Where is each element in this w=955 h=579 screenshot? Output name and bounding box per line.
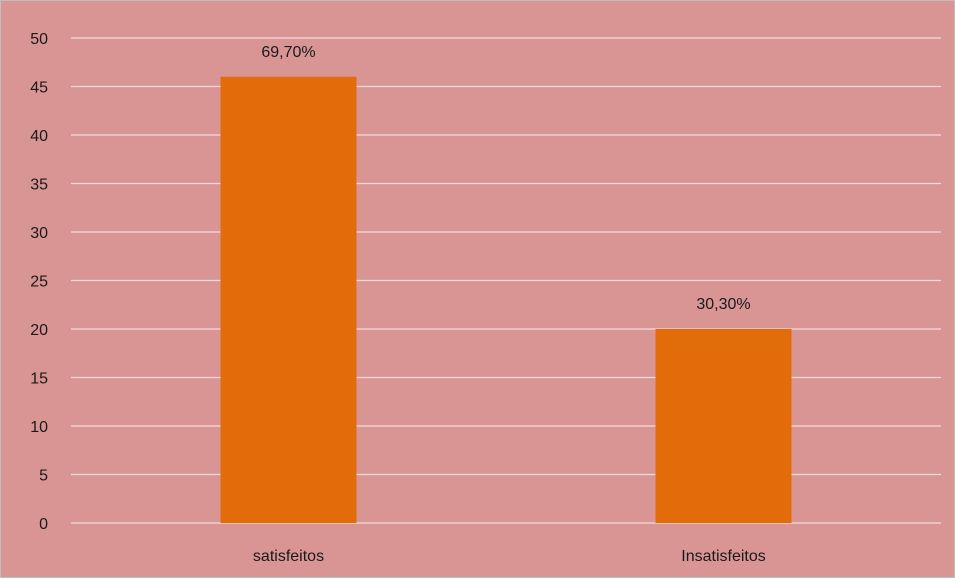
y-tick-label: 30	[30, 225, 48, 242]
y-axis-ticks: 0 5 10 15 20 25 30 35 40 45 50	[30, 31, 48, 533]
y-tick-label: 25	[30, 274, 48, 291]
y-tick-label: 5	[39, 468, 48, 485]
x-tick-label: Insatisfeitos	[681, 548, 765, 565]
data-label: 30,30%	[696, 296, 750, 313]
gridlines	[71, 37, 941, 524]
y-tick-label: 10	[30, 419, 48, 436]
data-label: 69,70%	[261, 44, 315, 61]
y-tick-label: 45	[30, 80, 48, 97]
y-tick-label: 40	[30, 128, 48, 145]
bar-satisfeitos	[220, 76, 357, 524]
data-labels: 69,70% 30,30%	[261, 44, 750, 313]
y-tick-label: 0	[39, 516, 48, 533]
bar-insatisfeitos	[655, 329, 792, 523]
x-axis-ticks: satisfeitos Insatisfeitos	[253, 548, 766, 565]
bars	[220, 76, 792, 524]
y-tick-label: 15	[30, 371, 48, 388]
y-tick-label: 50	[30, 31, 48, 48]
x-tick-label: satisfeitos	[253, 548, 324, 565]
y-tick-label: 20	[30, 322, 48, 339]
y-tick-label: 35	[30, 177, 48, 194]
